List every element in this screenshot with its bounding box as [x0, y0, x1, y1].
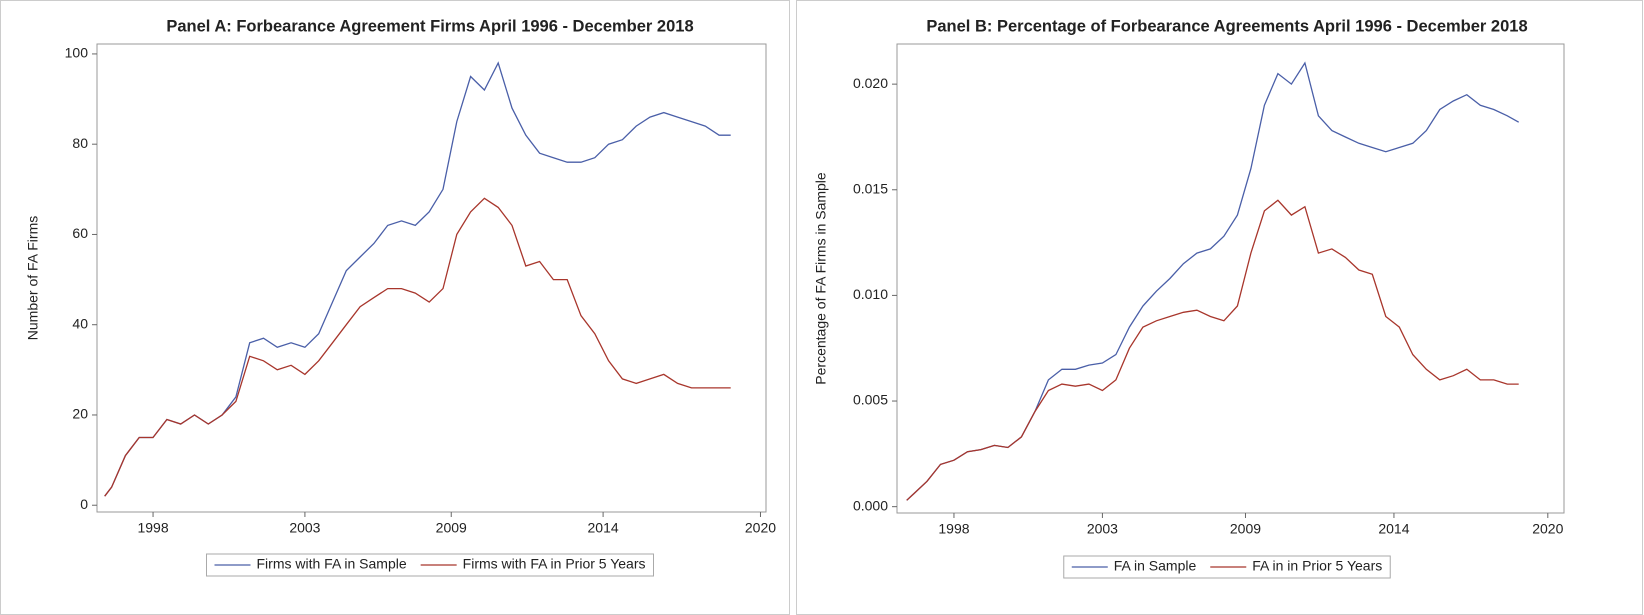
data-line — [104, 197, 731, 497]
data-line — [906, 61, 1520, 501]
chart-title: Panel A: Forbearance Agreement Firms Apr… — [166, 17, 693, 35]
y-tick-label: 0.000 — [853, 497, 888, 513]
x-tick-label: 2003 — [1087, 521, 1118, 537]
y-tick-label: 100 — [65, 45, 89, 61]
x-tick-label: 2020 — [1532, 521, 1563, 537]
y-tick-label: 60 — [72, 225, 88, 241]
plot-frame — [896, 43, 1565, 514]
y-tick-label: 80 — [72, 135, 88, 151]
y-tick-label: 0.020 — [853, 75, 888, 91]
plot-frame — [96, 43, 767, 513]
y-tick-label: 20 — [72, 406, 88, 422]
y-tick-label: 0.010 — [853, 286, 888, 302]
x-tick-label: 1998 — [938, 521, 969, 537]
legend-label: Firms with FA in Prior 5 Years — [463, 556, 646, 572]
legend-label: FA in in Prior 5 Years — [1252, 558, 1382, 574]
y-tick-label: 0.015 — [853, 180, 888, 196]
y-tick-label: 40 — [72, 315, 88, 331]
y-axis-label: Number of FA Firms — [25, 216, 41, 340]
x-tick-label: 2014 — [1378, 521, 1409, 537]
x-tick-label: 1998 — [137, 520, 168, 536]
x-tick-label: 2009 — [436, 520, 467, 536]
x-tick-label: 2003 — [289, 520, 320, 536]
legend-box — [206, 553, 654, 577]
data-line — [906, 199, 1519, 501]
x-tick-label: 2020 — [745, 520, 776, 536]
legend-label: Firms with FA in Sample — [257, 556, 407, 572]
chart-title: Panel B: Percentage of Forbearance Agree… — [926, 17, 1527, 35]
y-axis-label: Percentage of FA Firms in Sample — [813, 172, 829, 385]
legend-box — [1063, 555, 1391, 579]
panel-border — [796, 0, 1643, 615]
x-tick-label: 2014 — [588, 520, 619, 536]
x-tick-label: 2009 — [1230, 521, 1261, 537]
legend: Firms with FA in Sample Firms with FA in … — [214, 556, 646, 572]
legend-label: FA in Sample — [1114, 558, 1197, 574]
data-line — [104, 61, 731, 497]
y-tick-label: 0 — [80, 496, 88, 512]
panel-border — [0, 0, 790, 615]
legend: FA in Sample FA in in Prior 5 Years — [1071, 558, 1382, 574]
y-tick-label: 0.005 — [853, 392, 888, 408]
